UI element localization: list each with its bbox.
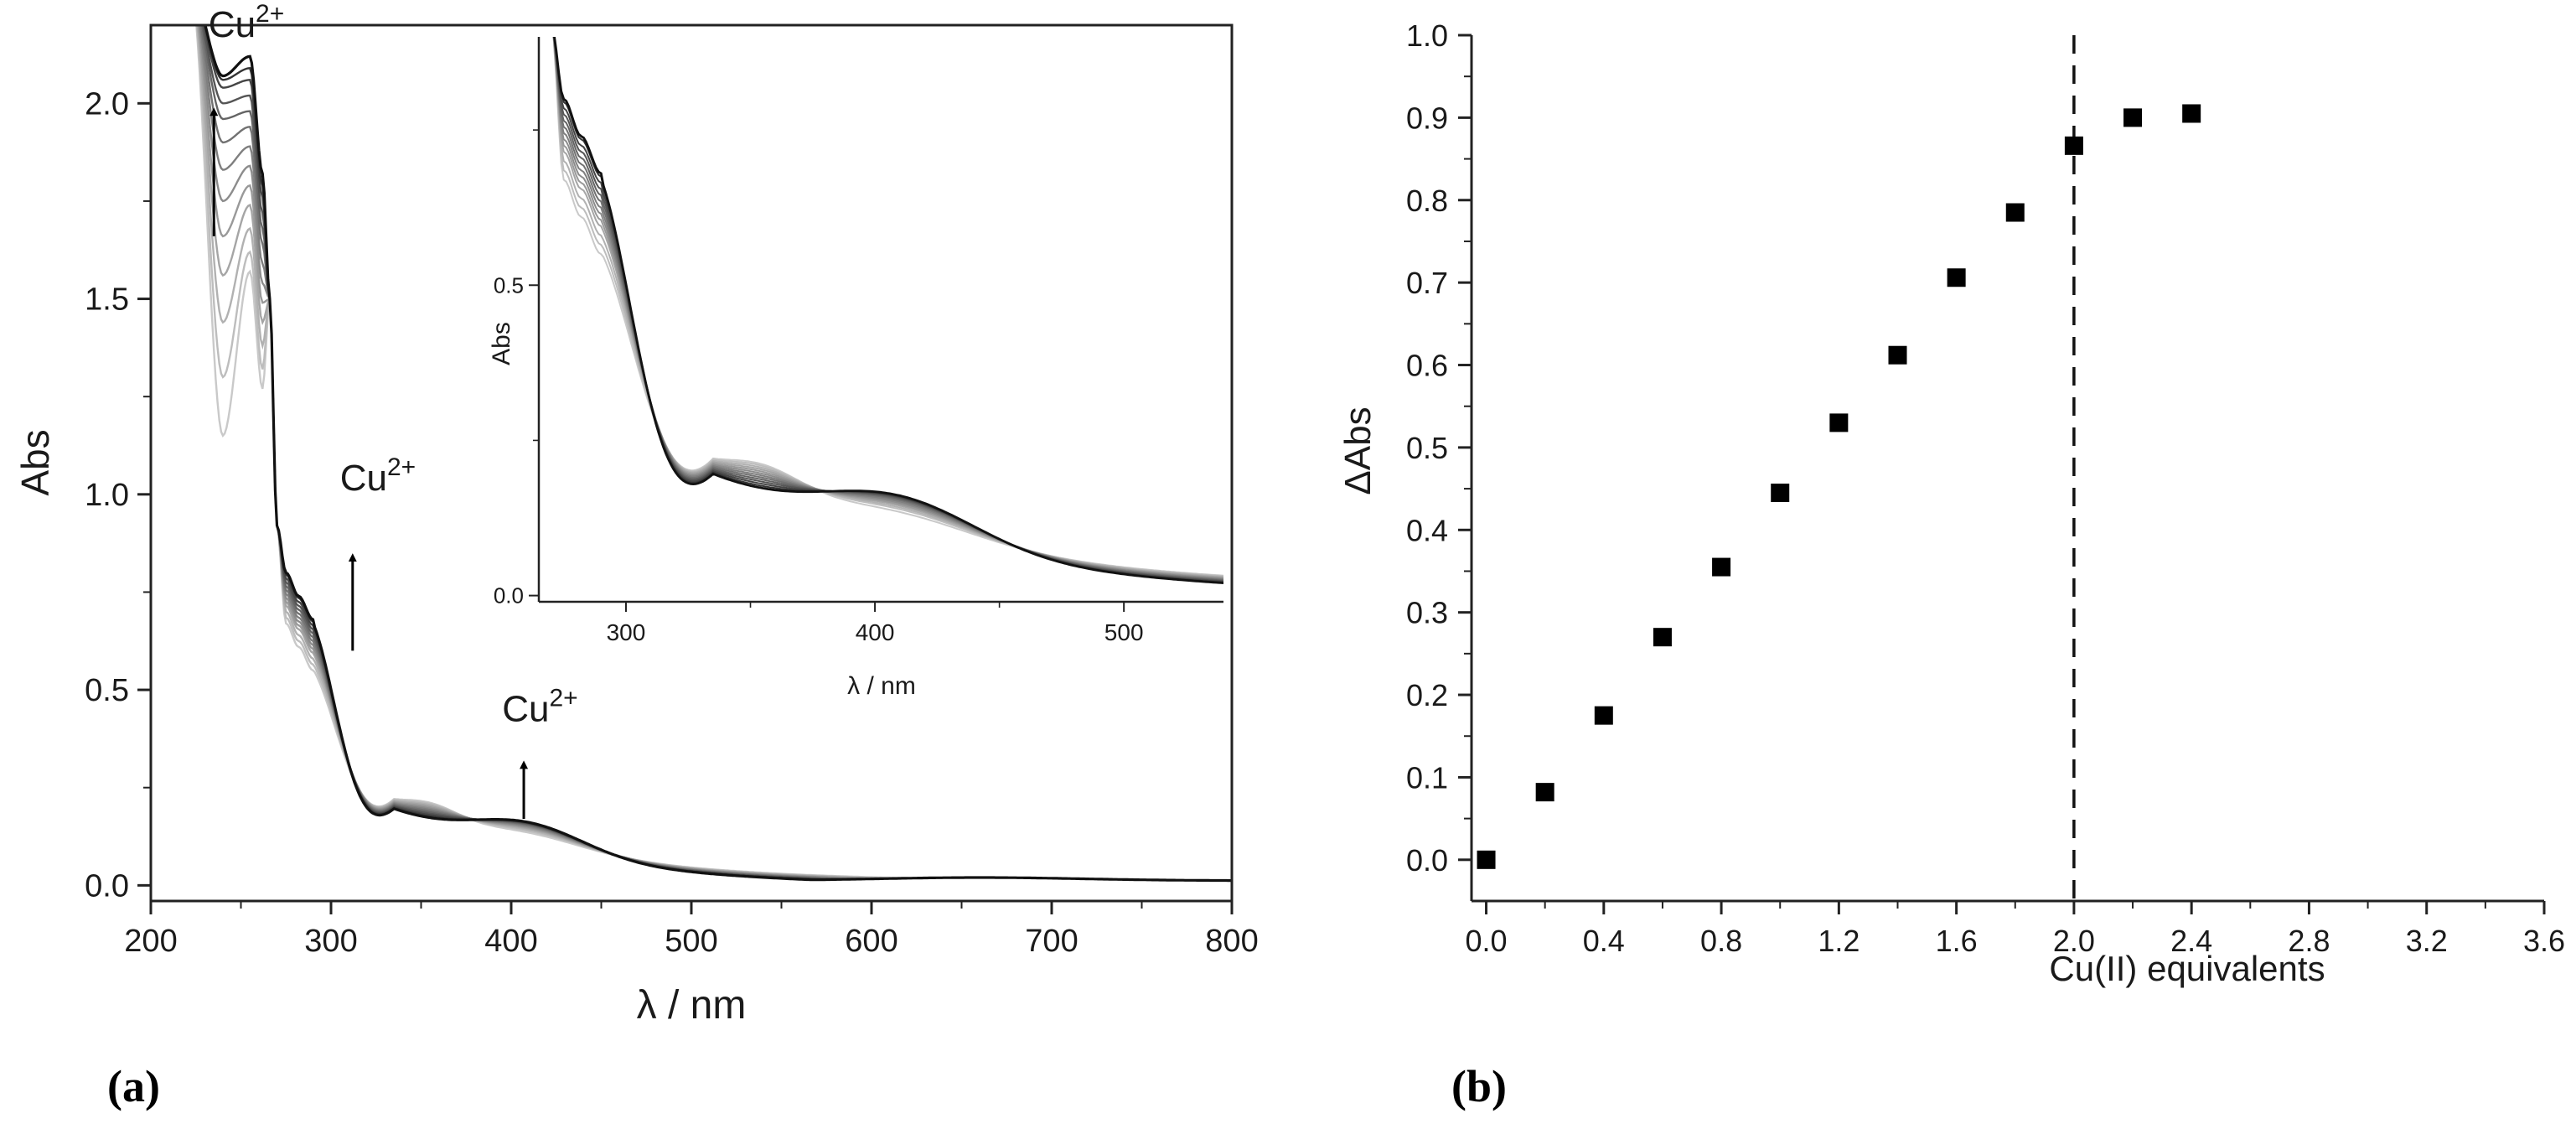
chart-b-x-tick-label: 2.8	[2288, 924, 2330, 958]
chart-a-y-tick-label: 1.0	[85, 478, 129, 513]
chart-b-y-tick-label: 1.0	[1406, 18, 1448, 53]
chart-a-x-tick-label: 800	[1205, 924, 1258, 959]
chart-b-ylabel: ΔAbs	[1337, 406, 1379, 495]
chart-a-annotation-label: Cu2+	[502, 684, 577, 729]
chart-b-y-tick-label: 0.3	[1406, 596, 1448, 630]
chart-a-inset-x-tick-label: 300	[607, 619, 646, 645]
chart-b-y-tick-label: 0.1	[1406, 760, 1448, 795]
chart-a-annotation-label: Cu2+	[340, 453, 416, 499]
chart-a-inset-x-tick-label: 400	[856, 619, 895, 645]
chart-a-series-line	[204, 25, 1232, 883]
chart-b-y-tick-label: 0.2	[1406, 678, 1448, 712]
chart-b-y-tick-label: 0.9	[1406, 101, 1448, 135]
chart-b-data-point	[1829, 413, 1849, 432]
chart-a-annotation-sup: 2+	[387, 453, 416, 481]
chart-a-x-tick-label: 400	[484, 924, 537, 959]
chart-b-data-point	[1477, 850, 1496, 869]
chart-b-xlabel: Cu(II) equivalents	[2049, 949, 2325, 988]
chart-b-y-tick-label: 0.4	[1406, 513, 1448, 547]
chart-a-annotation-sup: 2+	[256, 0, 284, 28]
chart-a-x-tick-label: 300	[304, 924, 357, 959]
chart-b-data-point	[1947, 268, 1966, 287]
chart-b-y-tick-label: 0.7	[1406, 266, 1448, 300]
chart-a-annotations: Cu2+Cu2+Cu2+	[209, 0, 578, 820]
chart-b: 0.0 0.4 0.8 1.2 1.6 2.0 2.4 2.8 3.2 3.6 0.0 0.1 0.2 0…	[1337, 18, 2565, 988]
chart-b-data-point	[2182, 104, 2201, 123]
chart-b-y-tick-label: 0.5	[1406, 431, 1448, 465]
chart-a-inset-y-tick-label: 0.0	[494, 583, 524, 608]
chart-a-x-tick-label: 500	[665, 924, 717, 959]
chart-a-ylabel: Abs	[13, 429, 57, 495]
chart-b-x-tick-label: 0.8	[1700, 924, 1742, 958]
chart-a-xlabel: λ / nm	[637, 983, 747, 1028]
chart-a-axes: 200 300 400 500 600 700 800 0.0 0.5 1.0 1.5 2.0	[85, 86, 1259, 959]
chart-b-y-tick-label: 0.6	[1406, 349, 1448, 383]
chart-a-y-tick-label: 0.0	[85, 868, 129, 904]
chart-b-data-point	[1888, 345, 1907, 365]
chart-a-inset-ylabel: Abs	[488, 322, 515, 365]
chart-b-data-point	[2005, 203, 2025, 222]
chart-b-x-tick-label: 3.2	[2406, 924, 2448, 958]
chart-a-inset-series-line	[553, 37, 1223, 584]
chart-a-inset: 300 400 500 0.0 0.5 Abs λ / nm	[488, 34, 1223, 700]
chart-a-inset-series-group	[552, 37, 1223, 584]
chart-a-annotation-base: Cu	[502, 688, 549, 729]
chart-b-axes: 0.0 0.4 0.8 1.2 1.6 2.0 2.4 2.8 3.2 3.6 0.0 0.1 0.2 0…	[1406, 18, 2565, 958]
chart-b-y-tick-label: 0.0	[1406, 843, 1448, 878]
chart-a-annotation-base: Cu	[209, 4, 256, 45]
panel-label-a: (a)	[107, 1061, 160, 1111]
chart-b-data-point	[1771, 484, 1790, 503]
panel-label-b: (b)	[1451, 1061, 1507, 1111]
chart-b-data-point	[1535, 783, 1554, 802]
chart-b-data-point	[1653, 628, 1672, 647]
chart-a-inset-background	[524, 34, 1223, 612]
chart-b-data-point	[1594, 706, 1613, 725]
chart-b-data-point	[2064, 136, 2083, 155]
chart-b-x-tick-label: 2.4	[2170, 924, 2212, 958]
chart-b-y-tick-label: 0.8	[1406, 184, 1448, 218]
chart-a-y-tick-label: 0.5	[85, 673, 129, 708]
chart-a-x-tick-label: 700	[1025, 924, 1078, 959]
chart-b-x-tick-label: 2.0	[2053, 924, 2095, 958]
chart-a-inset-y-tick-label: 0.5	[494, 272, 524, 298]
chart-b-data-point	[2123, 108, 2143, 127]
chart-a: 200 300 400 500 600 700 800 0.0 0.5 1.0 1.5 2.0 Abs…	[13, 0, 1259, 1028]
chart-a-series-group	[195, 25, 1232, 883]
chart-a-annotation-label: Cu2+	[209, 0, 284, 45]
chart-b-x-tick-label: 3.6	[2523, 924, 2565, 958]
chart-b-x-tick-label: 0.4	[1583, 924, 1625, 958]
chart-b-points	[1477, 104, 2201, 869]
chart-a-y-tick-label: 2.0	[85, 86, 129, 122]
chart-b-data-point	[1712, 557, 1731, 577]
chart-b-x-tick-label: 0.0	[1466, 924, 1508, 958]
chart-a-x-tick-label: 200	[124, 924, 177, 959]
chart-a-inset-xlabel: λ / nm	[847, 672, 916, 700]
chart-a-inset-x-tick-label: 500	[1104, 619, 1144, 645]
chart-a-inset-axes: 300 400 500 0.0 0.5	[494, 37, 1223, 645]
chart-b-x-tick-label: 1.6	[1936, 924, 1978, 958]
chart-a-annotation-sup: 2+	[550, 684, 578, 712]
chart-a-x-tick-label: 600	[845, 924, 897, 959]
chart-a-annotation-base: Cu	[340, 458, 387, 499]
chart-b-x-tick-label: 1.2	[1818, 924, 1860, 958]
chart-a-y-tick-label: 1.5	[85, 282, 129, 318]
